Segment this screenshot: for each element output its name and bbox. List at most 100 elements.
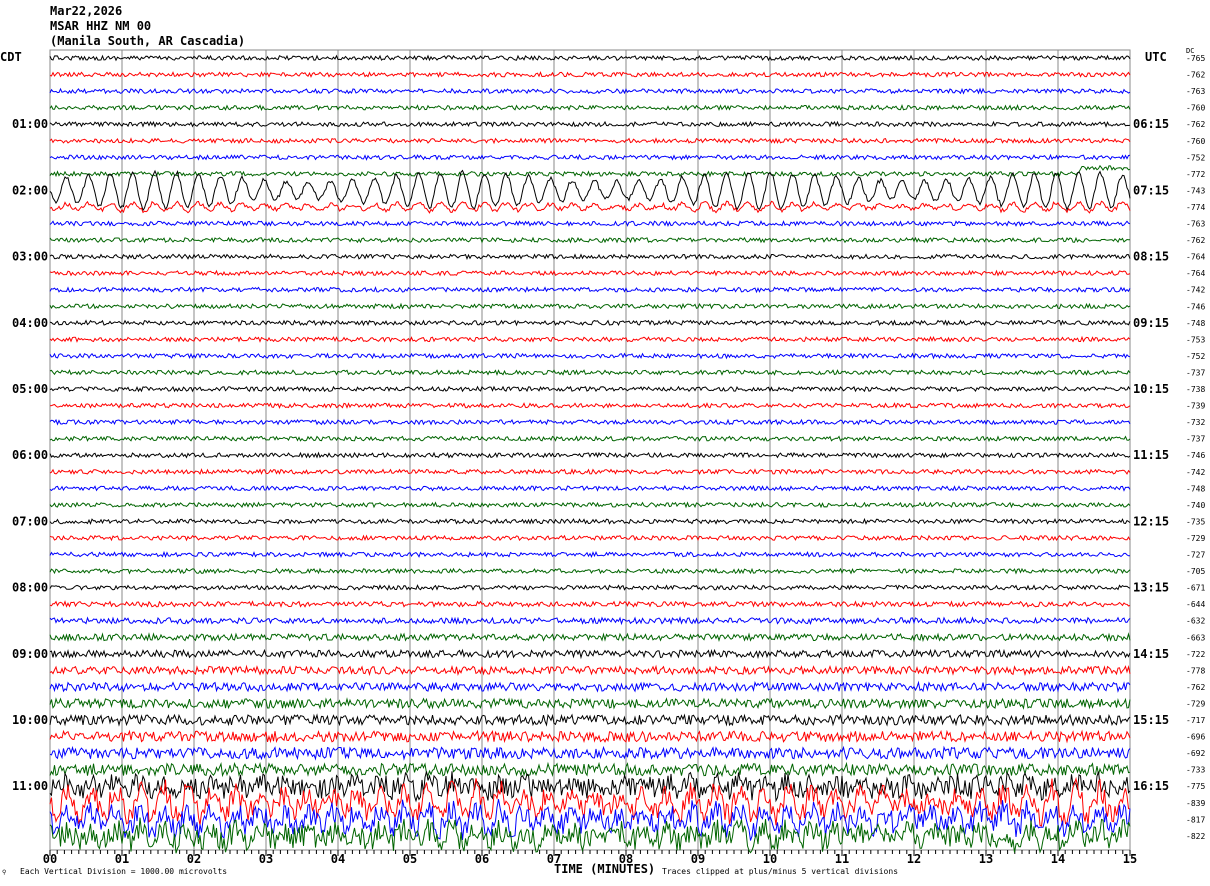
dc-offset-label: -735: [1186, 517, 1205, 526]
dc-offset-label: -737: [1186, 368, 1205, 377]
seismic-trace: [49, 70, 1131, 78]
dc-offset-label: -778: [1186, 666, 1205, 675]
dc-offset-label: -722: [1186, 650, 1205, 659]
dc-header: DC: [1186, 47, 1195, 55]
dc-offset-label: -774: [1186, 203, 1205, 212]
x-tick-label: 07: [547, 852, 561, 866]
seismic-trace: [49, 567, 1131, 575]
seismic-trace: [49, 534, 1131, 542]
dc-offset-label: -727: [1186, 551, 1205, 560]
dc-offset-label: -742: [1186, 468, 1205, 477]
seismic-trace: [49, 319, 1131, 327]
x-tick-label: 08: [619, 852, 633, 866]
right-time-label: 06:15: [1133, 117, 1169, 131]
logo-mark: ⚲: [2, 869, 7, 876]
dc-offset-label: -762: [1186, 236, 1205, 245]
seismic-trace: [49, 501, 1131, 509]
seismic-trace: [49, 385, 1131, 393]
seismic-trace: [49, 253, 1131, 261]
seismic-trace: [49, 418, 1131, 426]
dc-offset-label: -748: [1186, 484, 1205, 493]
seismic-trace: [49, 120, 1131, 128]
station-label: MSAR HHZ NM 00: [50, 19, 152, 33]
seismic-trace: [49, 697, 1131, 710]
seismic-trace: [49, 517, 1131, 525]
right-time-label: 13:15: [1133, 581, 1169, 595]
dc-offset-label: -740: [1186, 501, 1205, 510]
right-time-label: 09:15: [1133, 316, 1169, 330]
dc-offset-label: -705: [1186, 567, 1205, 576]
seismic-trace: [49, 87, 1131, 95]
right-time-label: 10:15: [1133, 382, 1169, 396]
left-time-label: 04:00: [12, 316, 48, 330]
seismic-trace: [49, 220, 1131, 228]
left-time-label: 08:00: [12, 581, 48, 595]
dc-offset-label: -762: [1186, 71, 1205, 80]
seismic-trace: [49, 352, 1131, 360]
dc-offset-label: -732: [1186, 418, 1205, 427]
x-tick-label: 14: [1051, 852, 1065, 866]
dc-offset-label: -671: [1186, 584, 1205, 593]
date-label: Mar22,2026: [50, 4, 123, 18]
plot-frame: [49, 49, 1131, 851]
dc-offset-label: -692: [1186, 749, 1205, 758]
seismic-trace: [49, 335, 1131, 343]
left-time-label: 06:00: [12, 448, 48, 462]
x-tick-label: 05: [403, 852, 417, 866]
dc-offset-label: -746: [1186, 302, 1205, 311]
x-axis-label: TIME (MINUTES): [554, 862, 656, 876]
left-time-label: 10:00: [12, 713, 48, 727]
dc-offset-label: -764: [1186, 269, 1205, 278]
dc-offset-label: -733: [1186, 766, 1205, 775]
x-tick-label: 11: [835, 852, 849, 866]
right-time-label: 11:15: [1133, 448, 1169, 462]
seismic-trace: [49, 484, 1131, 492]
seismic-trace: [49, 137, 1131, 145]
left-time-label: 07:00: [12, 514, 48, 528]
dc-offset-label: -743: [1186, 186, 1205, 195]
x-tick-label: 10: [763, 852, 777, 866]
dc-offset-label: -644: [1186, 600, 1205, 609]
dc-offset-label: -762: [1186, 120, 1205, 129]
right-time-label: 16:15: [1133, 779, 1169, 793]
x-tick-label: 09: [691, 852, 705, 866]
left-time-label: 09:00: [12, 647, 48, 661]
seismic-trace: [49, 616, 1131, 626]
seismic-trace: [49, 402, 1131, 410]
dc-offset-label: -775: [1186, 782, 1205, 791]
dc-offset-label: -696: [1186, 733, 1205, 742]
seismic-trace: [49, 369, 1131, 377]
x-tick-label: 13: [979, 852, 993, 866]
seismic-trace: [49, 713, 1131, 727]
dc-offset-label: -738: [1186, 385, 1205, 394]
seismic-trace: [49, 632, 1131, 643]
dc-offset-label: -739: [1186, 402, 1205, 411]
dc-offset-label: -729: [1186, 699, 1205, 708]
dc-offset-label: -763: [1186, 87, 1205, 96]
right-timezone: UTC: [1145, 50, 1167, 64]
seismic-trace: [49, 169, 1131, 212]
seismic-trace: [49, 771, 1131, 803]
seismic-trace: [49, 776, 1131, 827]
x-tick-label: 01: [115, 852, 129, 866]
seismic-trace: [49, 269, 1131, 277]
dc-offset-label: -742: [1186, 286, 1205, 295]
seismic-trace: [49, 200, 1131, 214]
seismic-trace: [49, 680, 1131, 693]
seismic-trace: [49, 302, 1131, 310]
seismic-trace: [49, 153, 1131, 161]
seismic-trace: [49, 236, 1131, 244]
seismic-trace: [49, 799, 1131, 841]
left-time-label: 05:00: [12, 382, 48, 396]
dc-offset-label: -817: [1186, 815, 1205, 824]
seismic-trace: [49, 550, 1131, 559]
dc-offset-label: -760: [1186, 104, 1205, 113]
right-time-label: 14:15: [1133, 647, 1169, 661]
right-time-label: 08:15: [1133, 250, 1169, 264]
x-tick-label: 00: [43, 852, 57, 866]
dc-offset-label: -752: [1186, 352, 1205, 361]
location-label: (Manila South, AR Cascadia): [50, 34, 246, 48]
seismic-trace: [49, 584, 1131, 591]
left-time-label: 03:00: [12, 250, 48, 264]
left-time-label: 11:00: [12, 779, 48, 793]
